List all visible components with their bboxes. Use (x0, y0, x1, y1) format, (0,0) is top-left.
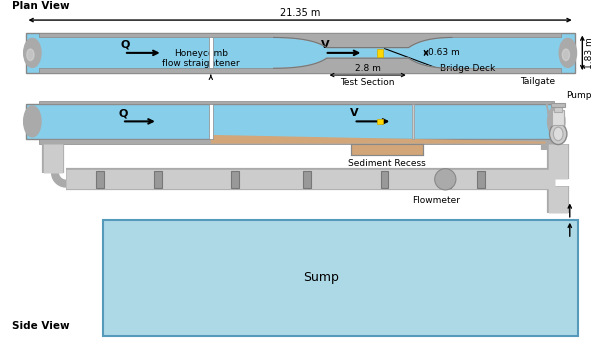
Polygon shape (274, 35, 452, 48)
Ellipse shape (435, 169, 456, 190)
Bar (552, 103, 565, 107)
Bar (443, 171, 451, 188)
Ellipse shape (554, 127, 563, 141)
Polygon shape (211, 135, 546, 143)
Bar (39, 68, 561, 73)
Bar (380, 171, 388, 188)
Bar (39, 139, 554, 143)
Polygon shape (52, 173, 66, 187)
Ellipse shape (559, 39, 576, 67)
Ellipse shape (563, 49, 570, 60)
Bar (377, 48, 382, 57)
Bar (231, 171, 239, 188)
Text: Bridge Deck: Bridge Deck (440, 64, 495, 73)
Ellipse shape (548, 106, 565, 137)
Bar (351, 143, 423, 155)
Text: Sediment Recess: Sediment Recess (348, 159, 426, 168)
Text: 2.8 m: 2.8 m (355, 64, 380, 73)
Ellipse shape (24, 106, 41, 137)
Text: Sump: Sump (303, 271, 339, 284)
Text: Q: Q (120, 40, 130, 50)
Text: Pump: Pump (566, 91, 592, 100)
Text: Test Section: Test Section (340, 78, 395, 87)
Bar (411, 104, 414, 139)
Ellipse shape (549, 123, 567, 145)
Text: Honeycomb
flow straightener: Honeycomb flow straightener (162, 49, 240, 68)
Polygon shape (547, 102, 552, 142)
Text: V: V (321, 40, 329, 50)
Text: Tailgate: Tailgate (520, 77, 555, 86)
Text: Plan View: Plan View (12, 1, 70, 11)
Text: V: V (350, 108, 358, 119)
Ellipse shape (24, 39, 41, 67)
Bar (39, 33, 561, 37)
Text: Side View: Side View (12, 321, 70, 331)
Bar (552, 110, 564, 125)
Bar (554, 106, 562, 112)
Polygon shape (274, 58, 452, 71)
Text: 21.35 m: 21.35 m (280, 8, 320, 18)
Bar (209, 104, 213, 139)
Bar (39, 101, 554, 104)
Bar (477, 171, 485, 188)
Ellipse shape (27, 49, 34, 60)
Text: Flowmeter: Flowmeter (412, 196, 459, 205)
Text: Q: Q (118, 108, 128, 119)
Bar (103, 220, 578, 336)
Bar (96, 171, 104, 188)
Text: 1.83 m: 1.83 m (586, 37, 594, 69)
Bar (154, 171, 162, 188)
Bar (25, 104, 560, 139)
Text: 0.63 m: 0.63 m (428, 48, 459, 58)
Bar (209, 37, 213, 68)
Bar (25, 33, 575, 73)
Bar (303, 171, 311, 188)
Bar (377, 119, 382, 124)
